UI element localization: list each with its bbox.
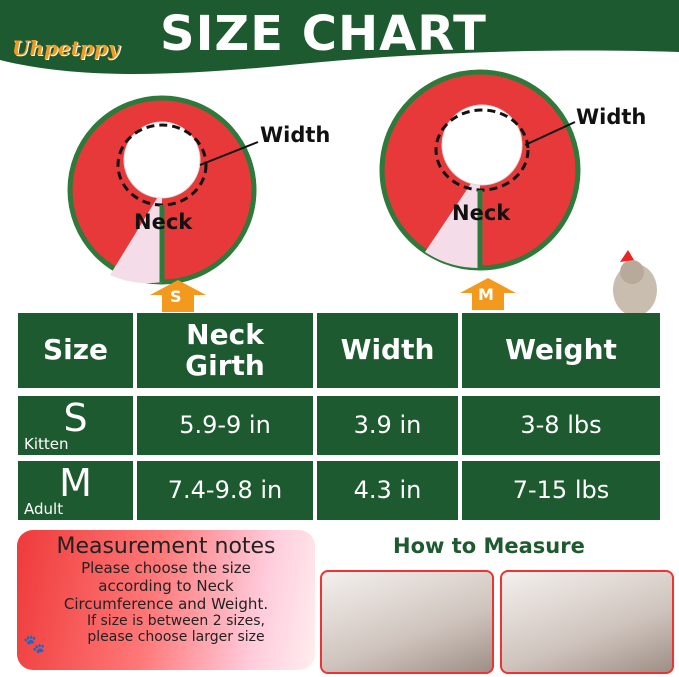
- notes-line: according to Neck: [98, 577, 234, 595]
- measure-neck-photo: [320, 570, 494, 674]
- row-m-neck: 7.4-9.8 in: [137, 461, 313, 520]
- neck-label: Neck: [134, 210, 193, 234]
- small-cone-image: [67, 95, 257, 285]
- notes-title: Measurement notes: [56, 534, 276, 559]
- row-s-width: 3.9 in: [317, 396, 458, 455]
- width-label: Width: [260, 123, 331, 147]
- header-neck-girth: Neck Girth: [137, 313, 313, 388]
- row-m-size: M Adult: [18, 461, 133, 520]
- size-s-marker: S: [170, 287, 182, 306]
- row-s-weight: 3-8 lbs: [462, 396, 660, 455]
- measurement-notes: Measurement notes Please choose the size…: [17, 530, 315, 670]
- row-s-size: S Kitten: [18, 396, 133, 455]
- notes-line: Circumference and Weight.: [63, 595, 269, 613]
- cone-illustrations: [67, 69, 657, 316]
- header-width: Width: [317, 313, 458, 388]
- header-weight: Weight: [462, 313, 660, 388]
- row-m-width: 4.3 in: [317, 461, 458, 520]
- row-m-weight: 7-15 lbs: [462, 461, 660, 520]
- size-sub: Adult: [24, 500, 64, 519]
- brand-logo: Uhpetppy: [12, 36, 120, 60]
- notes-line: If size is between 2 sizes,: [87, 613, 265, 629]
- size-letter: M: [59, 461, 92, 506]
- page-title: SIZE CHART: [160, 6, 487, 62]
- row-s-neck: 5.9-9 in: [137, 396, 313, 455]
- how-to-measure-heading: How to Measure: [393, 534, 585, 558]
- header-size: Size: [18, 313, 133, 388]
- paw-icon: 🐾: [23, 634, 46, 655]
- size-sub: Kitten: [24, 435, 69, 454]
- arrow-up-icon: [150, 280, 206, 312]
- header-banner: [0, 0, 679, 74]
- arrow-up-icon: [460, 278, 516, 310]
- notes-line: please choose larger size: [87, 629, 265, 645]
- neck-label: Neck: [452, 201, 511, 225]
- medium-cone-image: [379, 69, 581, 271]
- size-letter: S: [63, 396, 88, 441]
- width-label: Width: [576, 105, 647, 129]
- measure-body-photo: [500, 570, 674, 674]
- cat-image: [613, 250, 657, 316]
- notes-line: Please choose the size: [81, 559, 251, 577]
- size-m-marker: M: [478, 285, 494, 304]
